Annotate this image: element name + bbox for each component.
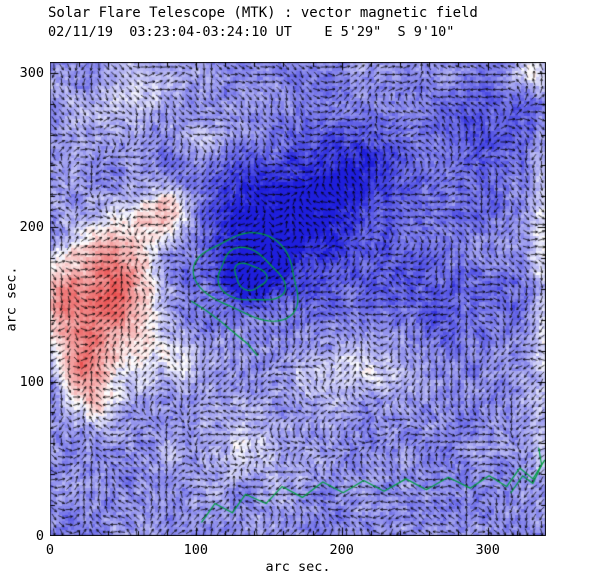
y-axis-label-wrap: arc sec. [0,62,24,536]
magnetogram-canvas [50,62,546,536]
y-axis-label: arc sec. [4,266,20,332]
x-tick-label: 300 [475,542,500,558]
y-tick-label: 0 [35,528,44,544]
chart-subtitle: 02/11/19 03:23:04-03:24:10 UT E 5'29" S … [48,24,455,40]
x-axis-label: arc sec. [265,559,331,575]
x-tick-label: 200 [329,542,354,558]
x-tick-label: 100 [183,542,209,558]
x-tick-label: 0 [45,542,55,558]
chart-title: Solar Flare Telescope (MTK) : vector mag… [48,5,478,21]
y-tick-label: 300 [19,64,44,81]
y-tick-label: 100 [19,373,44,390]
y-tick-label: 200 [19,219,44,236]
plot-area [50,62,546,536]
